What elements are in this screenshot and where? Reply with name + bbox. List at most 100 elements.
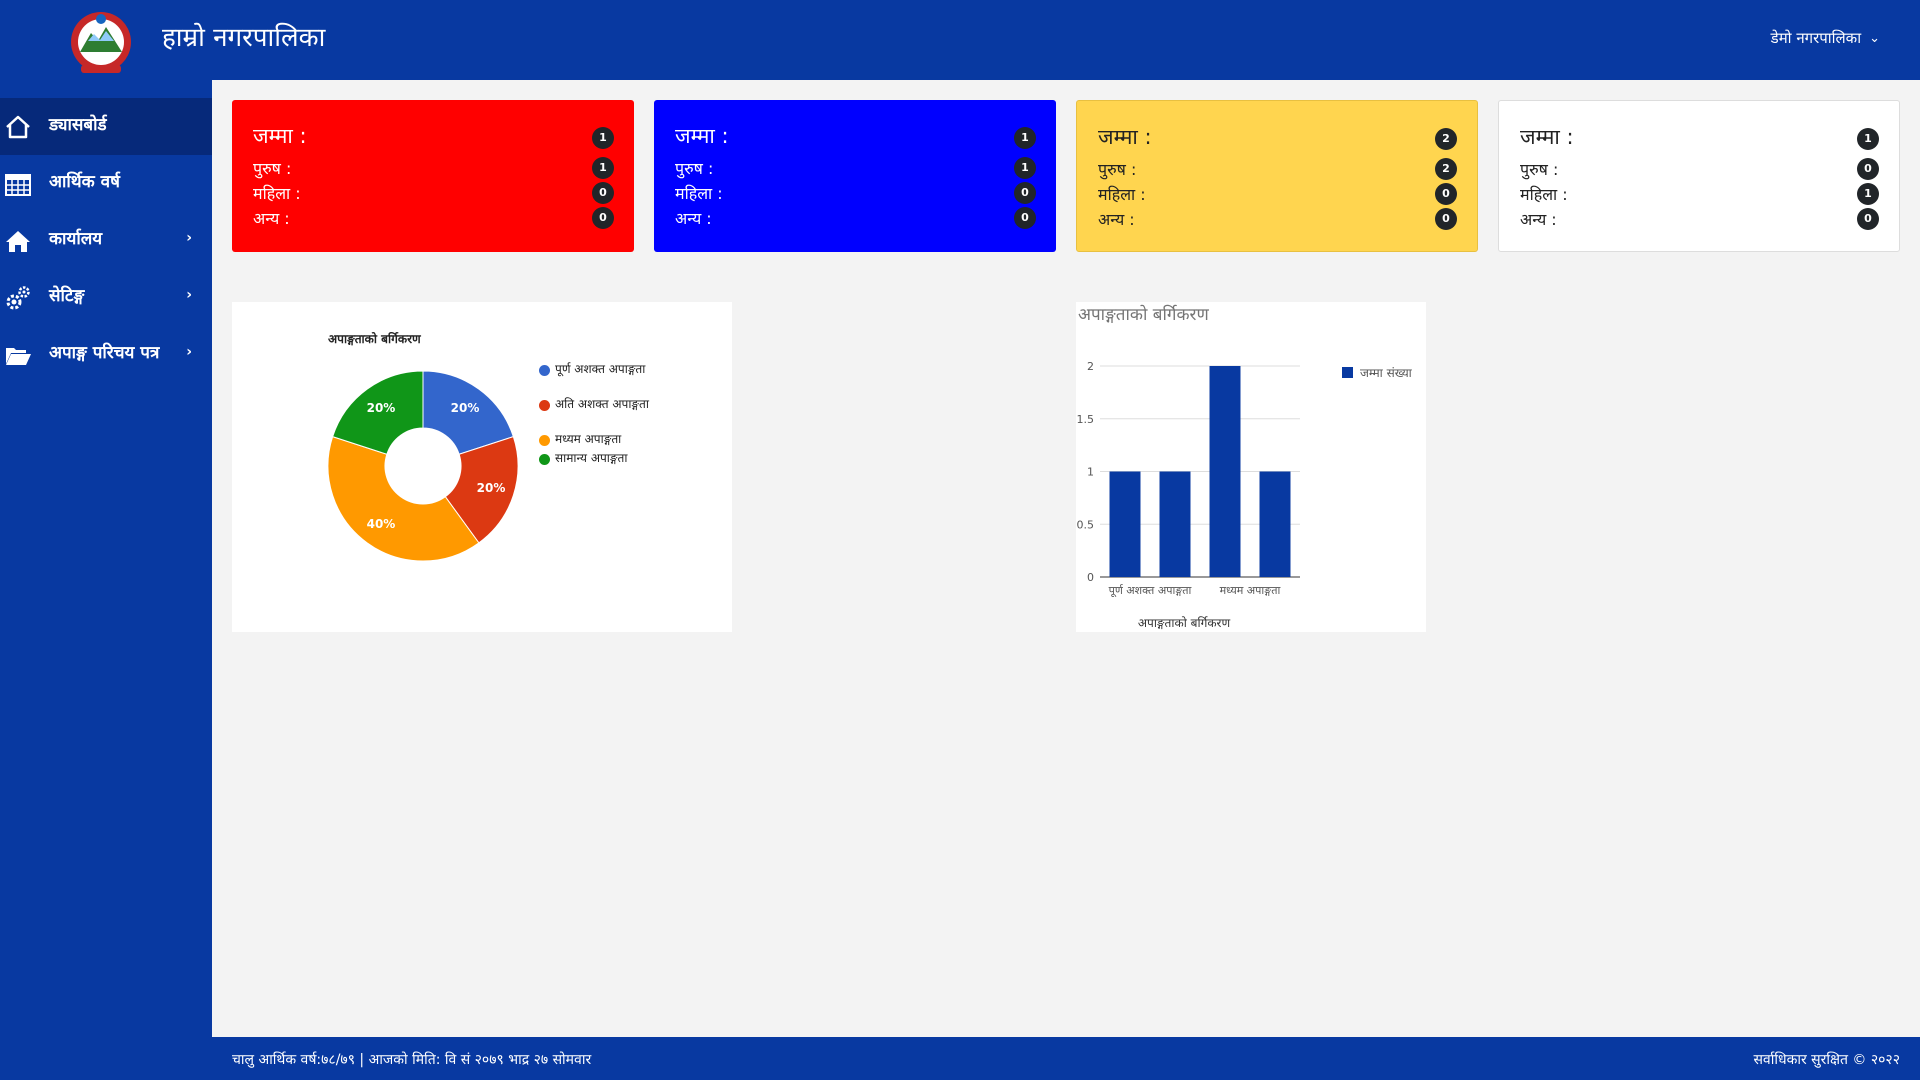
pie-legend-item: पूर्ण अशक्त अपाङ्गता: [539, 362, 665, 377]
legend-dot-icon: [539, 365, 550, 376]
card-other-label: अन्य :: [1520, 210, 1557, 229]
card-total-badge: 2: [1435, 128, 1457, 150]
y-tick-label: 0: [1087, 571, 1094, 584]
card-total-label: जम्मा :: [1098, 125, 1152, 149]
gears-icon: [6, 286, 30, 310]
card-female-label: महिला :: [675, 184, 723, 203]
bar[interactable]: [1209, 366, 1241, 577]
card-female-badge: 0: [1435, 183, 1457, 205]
card-other-badge: 0: [592, 207, 614, 229]
stat-card-red: जम्मा : 1 पुरुष : 1 महिला : 0 अन्य : 0: [232, 100, 634, 252]
sidebar-item-settings[interactable]: सेटिङ्ग ›: [0, 269, 212, 326]
stat-card-yellow: जम्मा : 2 पुरुष : 2 महिला : 0 अन्य : 0: [1076, 100, 1478, 252]
card-other-label: अन्य :: [1098, 210, 1135, 229]
card-female-label: महिला :: [1520, 185, 1568, 204]
card-total-badge: 1: [1014, 127, 1036, 149]
donut-chart-panel: अपाङ्गताको बर्गिकरण 20% 20% 40% 20% पूर्ण अ…: [232, 302, 732, 632]
app-title: हाम्रो नगरपालिका: [162, 23, 326, 53]
house-icon: [6, 231, 30, 252]
sidebar-item-label: ड्यासबोर्ड: [49, 115, 107, 135]
chevron-right-icon: ›: [186, 287, 192, 303]
y-tick-label: 0.5: [1077, 518, 1095, 531]
card-female-badge: 0: [592, 182, 614, 204]
sidebar-item-label: अपाङ्ग परिचय पत्र: [49, 343, 160, 363]
stat-card-white: जम्मा : 1 पुरुष : 0 महिला : 1 अन्य : 0: [1498, 100, 1900, 252]
card-total-badge: 1: [1857, 128, 1879, 150]
y-tick-label: 2: [1087, 360, 1094, 373]
bar-chart-panel: अपाङ्गताको बर्गिकरण 0 0.5 1 1.5 2 पूर्ण अशक्त…: [1076, 302, 1426, 632]
pie-legend-label: पूर्ण अशक्त अपाङ्गता: [555, 362, 646, 376]
card-male-badge: 1: [1014, 157, 1036, 179]
bar[interactable]: [1259, 471, 1291, 578]
footer-copyright: सर्वाधिकार सुरक्षित © २०२२: [1753, 1052, 1900, 1068]
bar[interactable]: [1159, 471, 1191, 578]
sidebar-item-dashboard[interactable]: ड्यासबोर्ड: [0, 98, 212, 155]
card-other-badge: 0: [1435, 208, 1457, 230]
card-total-label: जम्मा :: [675, 124, 729, 148]
legend-dot-icon: [539, 400, 550, 411]
sidebar-item-disability-card[interactable]: अपाङ्ग परिचय पत्र ›: [0, 326, 212, 383]
sidebar: ड्यासबोर्ड आर्थिक वर्ष कार्यालय › सेटिङ्…: [0, 80, 212, 1080]
pie-legend-label: मध्यम अपाङ्गता: [555, 432, 622, 446]
x-tick-label: पूर्ण अशक्त अपाङ्गता: [1109, 584, 1192, 598]
legend-dot-icon: [539, 435, 550, 446]
pie-legend-item: सामान्य अपाङ्गता: [539, 451, 665, 466]
pie-slice-label: 20%: [451, 401, 480, 415]
card-female-badge: 0: [1014, 182, 1036, 204]
pie-slice[interactable]: [327, 436, 480, 562]
pie-slice-label: 20%: [477, 481, 506, 495]
card-other-badge: 0: [1014, 207, 1036, 229]
card-male-badge: 0: [1857, 158, 1879, 180]
card-female-label: महिला :: [1098, 185, 1146, 204]
folder-open-icon: [6, 348, 31, 365]
pie-legend-item: मध्यम अपाङ्गता: [539, 432, 665, 447]
x-tick-label: मध्यम अपाङ्गता: [1220, 584, 1281, 597]
card-female-badge: 1: [1857, 183, 1879, 205]
sidebar-item-office[interactable]: कार्यालय ›: [0, 212, 212, 269]
pie-legend-label: अति अशक्त अपाङ्गता: [555, 397, 649, 411]
stat-card-blue: जम्मा : 1 पुरुष : 1 महिला : 0 अन्य : 0: [654, 100, 1056, 252]
card-other-label: अन्य :: [253, 209, 290, 228]
pie-slice[interactable]: [332, 370, 424, 455]
user-menu-dropdown[interactable]: डेमो नगरपालिका ⌄: [1771, 28, 1880, 48]
donut-chart: 20% 20% 40% 20%: [327, 370, 519, 562]
card-total-label: जम्मा :: [253, 124, 307, 148]
pie-slice[interactable]: [422, 370, 514, 455]
x-axis-label: अपाङ्गताको बर्गिकरण: [1138, 616, 1231, 630]
sidebar-item-label: कार्यालय: [49, 229, 103, 249]
card-total-badge: 1: [592, 127, 614, 149]
bar[interactable]: [1109, 471, 1141, 578]
pie-slice-label: 20%: [367, 401, 396, 415]
chevron-right-icon: ›: [186, 344, 192, 360]
card-male-label: पुरुष :: [1098, 160, 1137, 179]
legend-swatch-icon: [1342, 367, 1353, 378]
card-male-badge: 1: [592, 157, 614, 179]
card-other-label: अन्य :: [675, 209, 712, 228]
card-total-label: जम्मा :: [1520, 125, 1574, 149]
chevron-right-icon: ›: [186, 230, 192, 246]
card-male-label: पुरुष :: [675, 159, 714, 178]
card-male-label: पुरुष :: [1520, 160, 1559, 179]
card-female-label: महिला :: [253, 184, 301, 203]
pie-slice-label: 40%: [367, 517, 396, 531]
pie-slice[interactable]: [444, 436, 519, 544]
bar-chart-title: अपाङ्गताको बर्गिकरण: [1078, 305, 1209, 325]
card-male-label: पुरुष :: [253, 159, 292, 178]
y-tick-label: 1: [1087, 466, 1094, 479]
legend-dot-icon: [539, 454, 550, 465]
home-icon: [6, 115, 30, 139]
sidebar-item-label: आर्थिक वर्ष: [49, 172, 120, 192]
card-male-badge: 2: [1435, 158, 1457, 180]
footer: चालु आर्थिक वर्ष:७८/७९ | आजको मिति: वि स…: [212, 1037, 1920, 1080]
bar-legend-label: जम्मा संख्या: [1360, 366, 1413, 380]
sidebar-item-label: सेटिङ्ग: [49, 286, 85, 306]
pie-legend-label: सामान्य अपाङ्गता: [555, 451, 628, 465]
sidebar-item-fiscal-year[interactable]: आर्थिक वर्ष: [0, 155, 212, 212]
user-menu-label: डेमो नगरपालिका: [1770, 29, 1862, 47]
pie-chart-title: अपाङ्गताको बर्गिकरण: [328, 332, 421, 346]
calendar-icon: [5, 174, 31, 196]
pie-legend-item: अति अशक्त अपाङ्गता: [539, 397, 665, 412]
y-tick-label: 1.5: [1077, 413, 1095, 426]
footer-status-text: चालु आर्थिक वर्ष:७८/७९ | आजको मिति: वि स…: [232, 1052, 592, 1068]
bar-chart: 0 0.5 1 1.5 2 पूर्ण अशक्त अपाङ्गता मध्यम अपाङ्…: [1077, 360, 1413, 630]
